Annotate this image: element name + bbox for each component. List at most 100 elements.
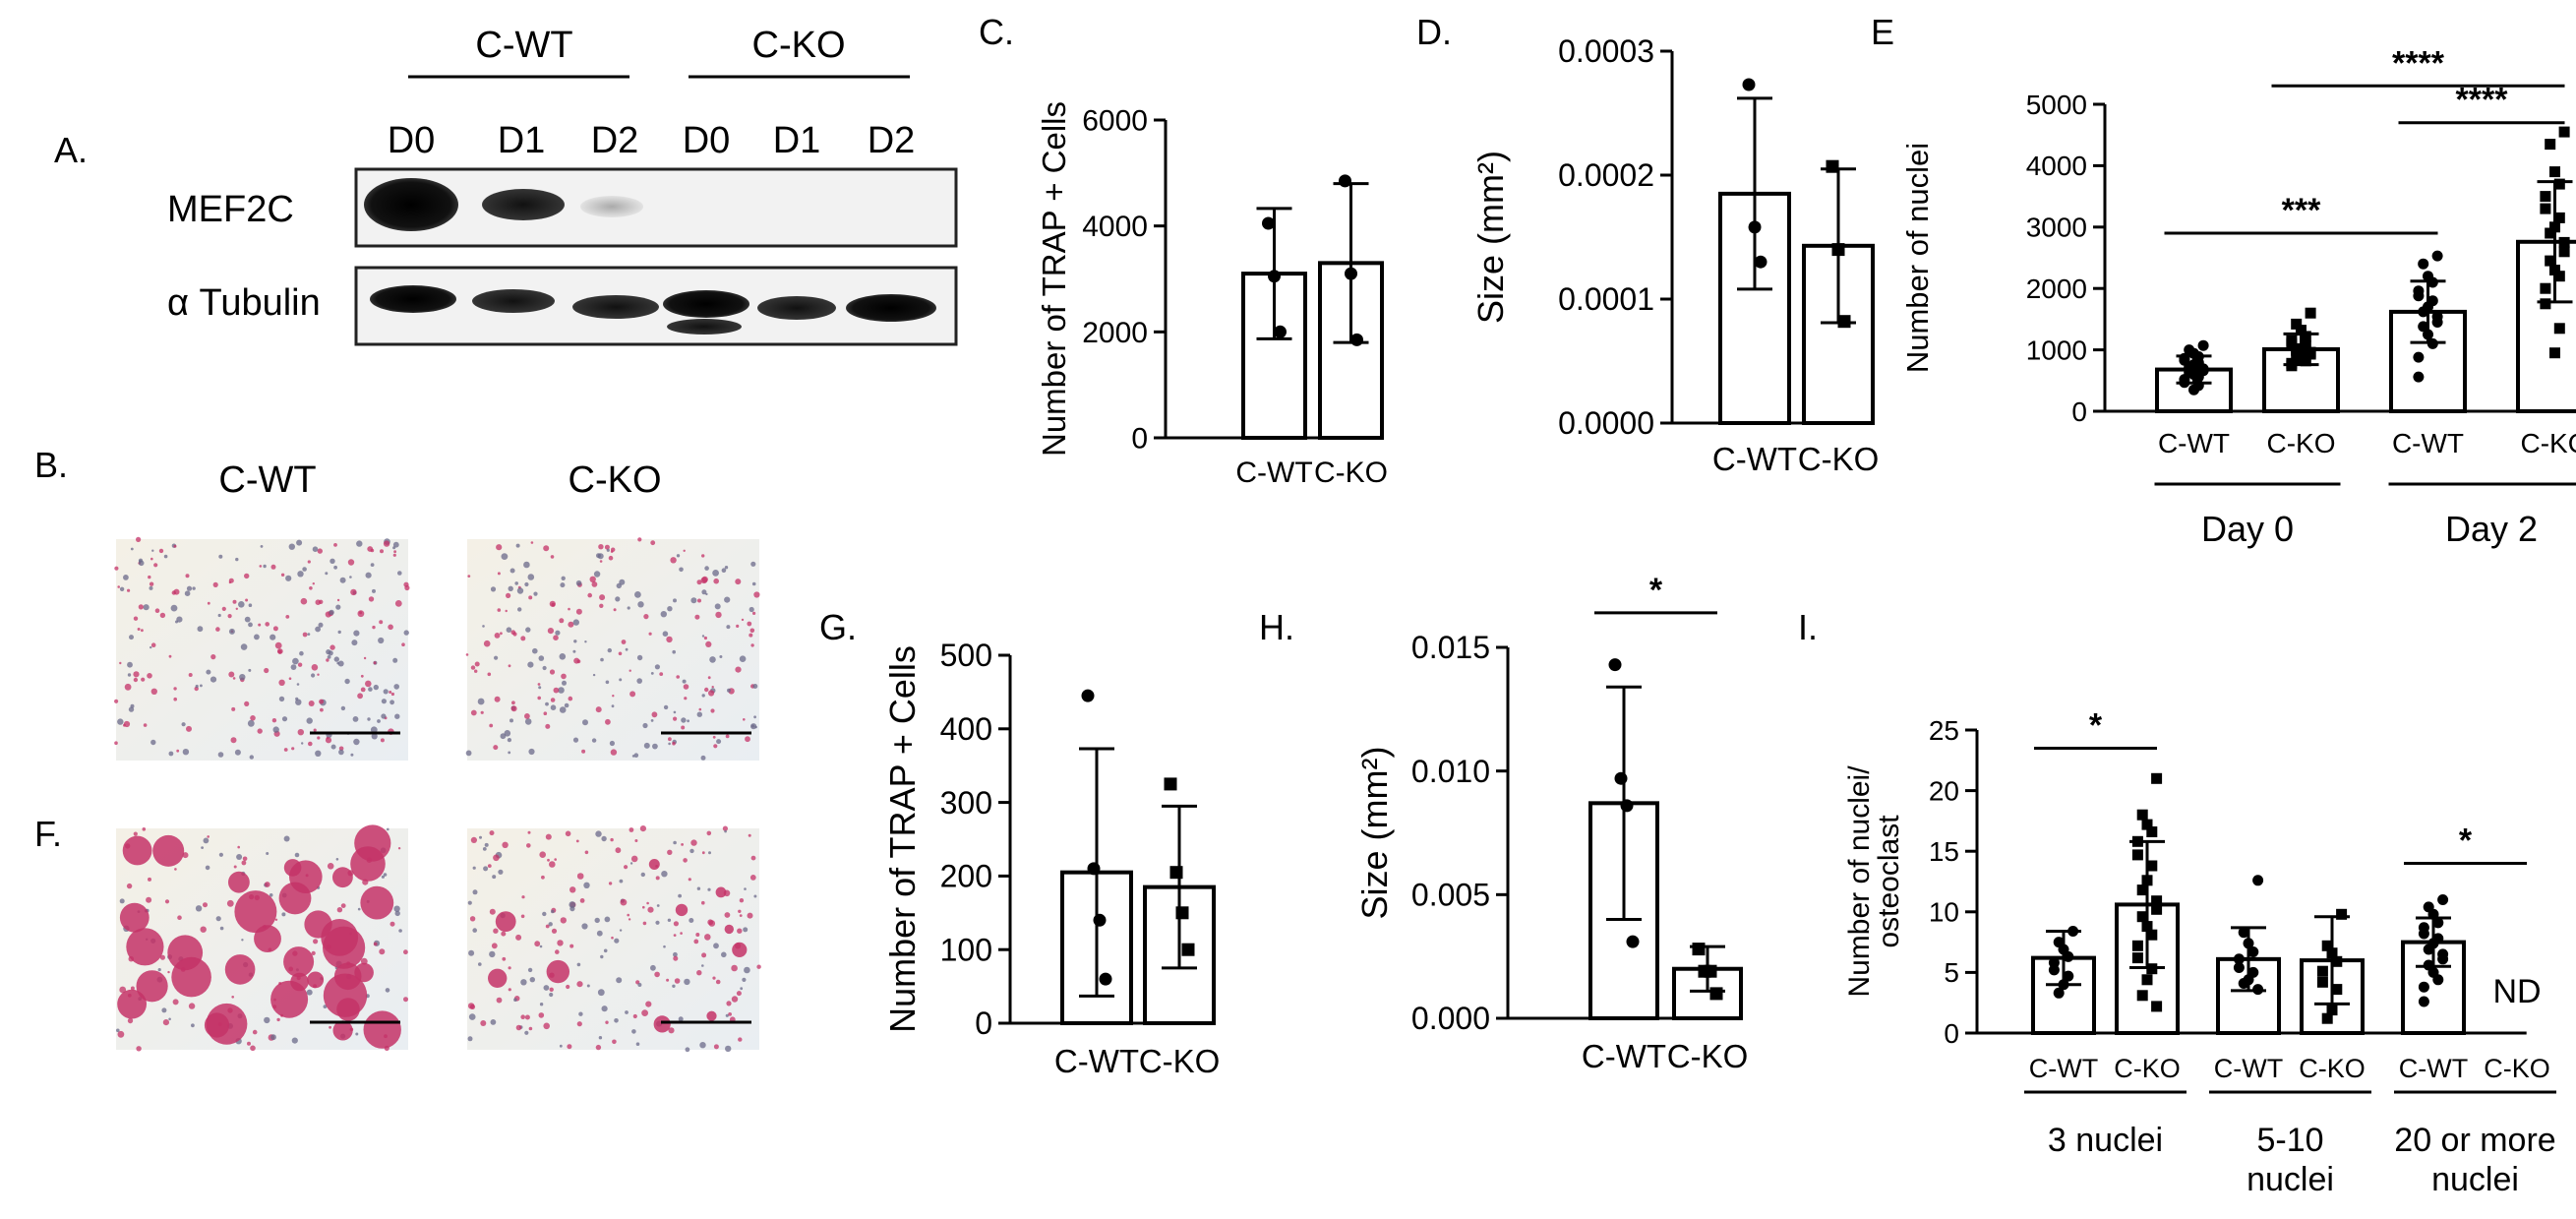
y-axis-label-line1: Number of nuclei/ <box>1843 765 1876 998</box>
cell-speck <box>114 741 118 745</box>
cell-speck <box>393 550 396 554</box>
x-category-label: C-WT <box>1054 1043 1139 1079</box>
y-tick-label: 10 <box>1929 897 1959 928</box>
blot-lane-label: D1 <box>498 120 546 161</box>
cell-speck <box>521 895 525 899</box>
micro-col-label-wt: C-WT <box>218 459 316 501</box>
cell-speck <box>227 614 232 619</box>
data-point-square <box>2146 963 2158 975</box>
cell-speck <box>652 743 658 750</box>
cell-speck <box>484 842 489 847</box>
data-point-square <box>2549 221 2560 233</box>
panel-label-d: D. <box>1416 12 1452 52</box>
cell-speck <box>350 753 354 757</box>
cell-speck <box>228 580 232 584</box>
cell-speck <box>339 577 346 583</box>
cell-speck <box>656 904 660 907</box>
cell-speck <box>192 586 196 590</box>
cell-speck <box>610 550 614 553</box>
cell-speck <box>300 597 308 605</box>
cell-speck <box>525 627 531 633</box>
data-point-square <box>1169 866 1183 880</box>
cell-speck <box>318 622 324 628</box>
osteoclast-blob <box>360 885 394 920</box>
data-point-circle <box>2252 984 2264 996</box>
cell-speck <box>492 875 497 880</box>
data-point-circle <box>1087 862 1101 876</box>
cell-speck <box>598 1036 603 1040</box>
cell-speck <box>605 1020 609 1024</box>
cell-speck <box>185 574 190 579</box>
cell-speck <box>515 1024 522 1031</box>
data-point-square <box>2545 255 2556 267</box>
cell-speck <box>127 588 131 592</box>
data-point-square <box>2553 212 2565 223</box>
cell-speck <box>572 619 579 626</box>
data-point-circle <box>2247 946 2259 957</box>
data-point-circle <box>2238 978 2249 989</box>
cell-speck <box>707 919 714 926</box>
cell-speck <box>508 585 513 591</box>
cell-speck <box>327 655 331 659</box>
osteoclast-blob <box>152 834 185 867</box>
data-point-square <box>2553 271 2565 282</box>
data-point-circle <box>2418 981 2429 993</box>
cell-speck <box>245 598 249 602</box>
cell-speck <box>722 825 729 831</box>
osteoclast-blob <box>119 902 150 933</box>
cell-speck <box>252 1029 258 1035</box>
cell-speck <box>138 604 144 610</box>
cell-speck <box>195 684 199 689</box>
cell-speck <box>549 861 556 868</box>
cell-speck <box>594 917 600 924</box>
group-label: 3 nuclei <box>2048 1122 2163 1159</box>
cell-speck <box>238 601 245 608</box>
cell-speck <box>650 540 656 546</box>
cell-speck <box>627 913 629 917</box>
cell-speck <box>633 753 639 758</box>
cell-speck <box>491 943 498 949</box>
data-point-square <box>2291 318 2303 330</box>
cell-speck <box>184 590 191 596</box>
cell-speck <box>150 557 153 561</box>
data-point-square <box>2331 955 2343 967</box>
cell-speck <box>532 647 538 654</box>
cell-speck <box>680 932 683 935</box>
cell-speck <box>747 621 752 627</box>
data-point-square <box>2305 307 2316 319</box>
cell-speck <box>352 716 359 722</box>
cell-speck <box>673 951 678 957</box>
blot-band-tub-d0-ko <box>663 290 749 318</box>
cell-speck <box>509 718 513 723</box>
data-point-circle <box>2423 329 2433 340</box>
data-point-circle <box>2197 339 2209 351</box>
cell-speck <box>637 537 642 542</box>
x-category-label: C-WT <box>1235 457 1312 489</box>
cell-speck <box>347 559 355 566</box>
osteoclast-blob <box>350 846 386 882</box>
data-point-square <box>2540 298 2551 310</box>
cell-speck <box>157 968 161 972</box>
cell-speck <box>493 928 499 934</box>
cell-speck <box>520 1014 525 1019</box>
cell-speck <box>127 661 133 668</box>
cell-speck <box>311 664 319 671</box>
chart-panel-c: C. 0 2000 4000 6000 Number of TRAP + Cells C-W… <box>979 12 1388 489</box>
cell-speck <box>490 1019 497 1025</box>
cell-speck <box>307 560 311 564</box>
cell-speck <box>637 601 644 608</box>
blot-row-label-mef2c: MEF2C <box>167 189 294 230</box>
osteoclast-blob <box>122 835 152 866</box>
osteoclast-blob <box>653 1015 671 1033</box>
osteoclast-blob <box>648 859 660 870</box>
osteoclast-blob <box>171 956 211 998</box>
data-point-square <box>2558 246 2570 258</box>
cell-speck <box>154 608 160 613</box>
cell-speck <box>231 706 236 711</box>
data-point-circle <box>2437 894 2449 905</box>
cell-speck <box>662 631 669 637</box>
cell-speck <box>285 575 292 581</box>
cell-speck <box>244 573 250 579</box>
cell-speck <box>283 748 288 752</box>
cell-speck <box>357 907 361 911</box>
